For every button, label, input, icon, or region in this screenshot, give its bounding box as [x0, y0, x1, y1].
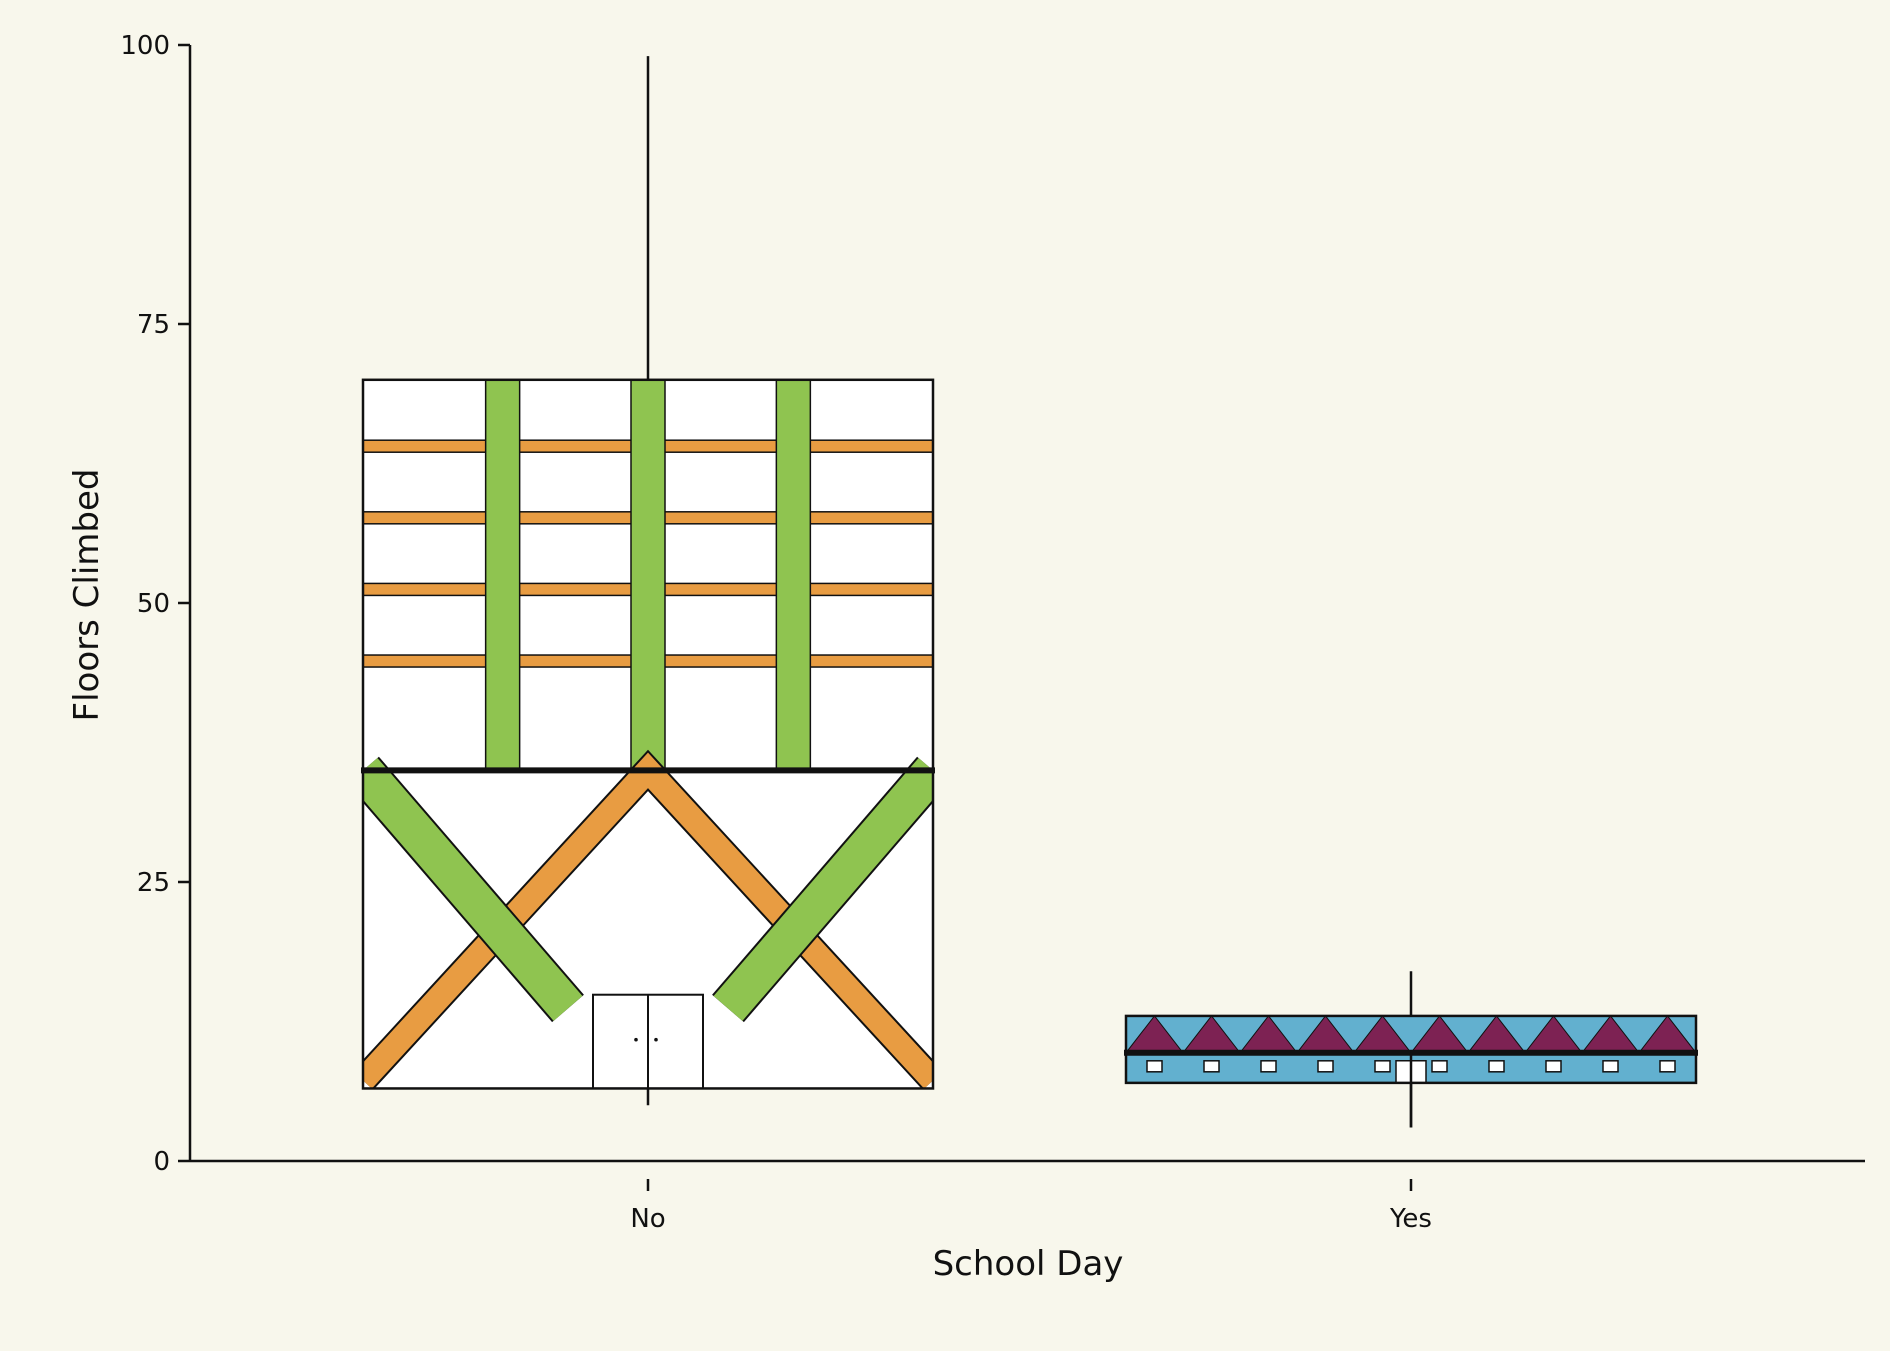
blue-triangle: [1324, 1015, 1384, 1054]
center-dot: [654, 1037, 658, 1042]
y-tick-label: 50: [137, 589, 170, 619]
blue-triangle: [1609, 1015, 1669, 1054]
white-square: [1203, 1060, 1220, 1073]
box-decoration: [363, 379, 933, 1089]
blue-triangle: [1153, 1015, 1213, 1054]
blue-triangle: [1267, 1015, 1327, 1054]
center-dot: [634, 1037, 638, 1042]
white-square: [1260, 1060, 1277, 1073]
green-bar: [484, 379, 521, 772]
green-bar: [630, 379, 666, 772]
green-bar: [775, 379, 812, 772]
box-outline: [361, 378, 935, 1090]
x-tick-label: Yes: [1389, 1204, 1432, 1234]
box-yes: [1124, 971, 1698, 1128]
white-square: [1431, 1060, 1448, 1073]
white-square: [1317, 1060, 1334, 1073]
y-tick-label: 75: [137, 310, 170, 340]
blue-triangle: [1210, 1015, 1270, 1054]
white-square: [1545, 1060, 1562, 1073]
green-strut-right: [713, 758, 933, 1021]
white-square: [1374, 1060, 1391, 1073]
blue-triangle: [1381, 1015, 1441, 1054]
x-ticks: No Yes: [630, 1179, 1432, 1234]
white-square: [1659, 1060, 1676, 1073]
white-square: [1602, 1060, 1619, 1073]
white-square: [1488, 1060, 1505, 1073]
box-no: [361, 56, 935, 1106]
y-ticks: 0 25 50 75 100: [120, 31, 190, 1177]
y-tick-label: 0: [153, 1147, 170, 1177]
blue-triangle: [1552, 1015, 1612, 1054]
blue-triangle: [1495, 1015, 1555, 1054]
x-axis-title: School Day: [933, 1244, 1124, 1284]
y-tick-label: 25: [137, 868, 170, 898]
white-square: [1146, 1060, 1163, 1073]
blue-triangle: [1126, 1015, 1156, 1054]
y-tick-label: 100: [120, 31, 170, 61]
x-tick-label: No: [630, 1204, 665, 1234]
blue-triangle: [1666, 1015, 1696, 1054]
boxes-layer: [361, 56, 1698, 1128]
blue-triangle: [1438, 1015, 1498, 1054]
y-axis-title: Floors Climbed: [67, 469, 107, 722]
green-strut-left: [363, 758, 583, 1021]
